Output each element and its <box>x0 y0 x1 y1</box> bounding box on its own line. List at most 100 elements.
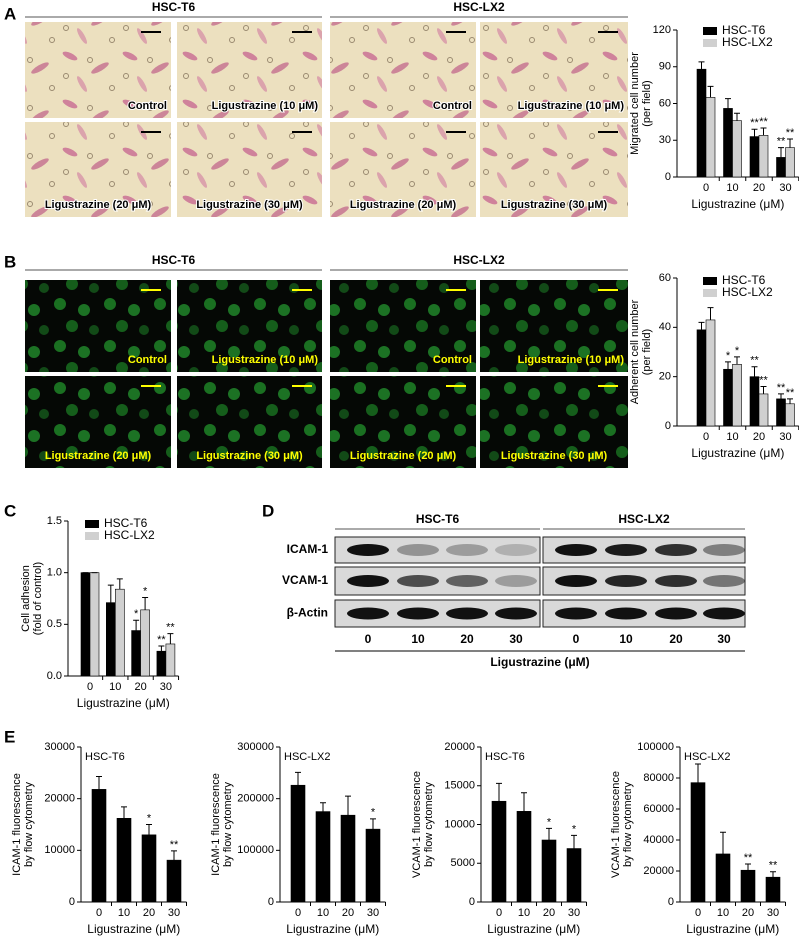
group-header: HSC-T6 <box>416 512 460 526</box>
micrograph <box>480 280 628 372</box>
y-axis-title: (fold of control) <box>32 562 44 635</box>
x-axis-title: Ligustrazine (μM) <box>691 197 784 211</box>
image-label: Ligustrazine (10 μM) <box>212 100 319 112</box>
lane-label: 0 <box>573 632 580 646</box>
legend-swatch <box>703 277 717 285</box>
image-label: Control <box>128 100 167 112</box>
y-axis-title: (per field) <box>641 329 653 375</box>
image-label: Ligustrazine (30 μM) <box>196 199 303 211</box>
error-bar <box>707 307 714 320</box>
error-bar <box>734 356 740 365</box>
legend-label: HSC-T6 <box>722 23 766 37</box>
micrograph <box>330 280 476 372</box>
micrograph <box>330 22 476 118</box>
blot-band <box>397 544 439 556</box>
significance-mark: ** <box>786 387 795 399</box>
significance-mark: ** <box>750 355 759 367</box>
micrograph <box>25 22 171 118</box>
y-tick-label: 100000 <box>637 741 674 753</box>
y-tick-label: 20000 <box>44 793 75 805</box>
significance-mark: ** <box>157 634 166 646</box>
error-bar <box>760 127 767 136</box>
blot-band <box>446 607 488 620</box>
significance-mark: * <box>147 812 152 824</box>
micrograph <box>25 122 171 217</box>
y-tick-label: 1.5 <box>47 515 62 527</box>
x-tick-label: 30 <box>767 907 779 919</box>
image-label: Control <box>433 100 472 112</box>
bar <box>705 97 716 178</box>
lane-label: 20 <box>669 632 683 646</box>
bar <box>705 319 716 427</box>
panel-label: C <box>4 501 16 520</box>
group-header: HSC-T6 <box>152 0 196 14</box>
y-axis-title: Migrated cell number <box>629 52 641 155</box>
error-bar <box>787 398 793 404</box>
significance-mark: ** <box>166 622 175 634</box>
bar <box>776 157 786 178</box>
y-axis-title: by flow cytometry <box>23 782 35 867</box>
blot-band <box>703 607 745 620</box>
lane-label: 20 <box>460 632 474 646</box>
blot-band <box>555 544 597 556</box>
error-bar <box>778 393 784 399</box>
x-tick-label: 10 <box>109 681 121 693</box>
error-bar <box>295 771 301 786</box>
image-label: Ligustrazine (20 μM) <box>350 199 457 211</box>
y-tick-label: 0 <box>268 896 274 908</box>
bar <box>749 136 760 178</box>
bar <box>141 834 157 903</box>
x-tick-label: 0 <box>695 907 701 919</box>
x-tick-label: 20 <box>543 907 555 919</box>
blot-band <box>655 607 697 620</box>
image-label: Ligustrazine (30 μM) <box>501 450 608 462</box>
bar <box>106 602 116 677</box>
group-header: HSC-LX2 <box>453 253 505 267</box>
error-bar <box>546 827 552 840</box>
y-tick-label: 30000 <box>44 741 75 753</box>
lane-label: 30 <box>717 632 731 646</box>
y-tick-label: 60000 <box>643 803 674 815</box>
x-tick-label: 20 <box>134 681 146 693</box>
significance-mark: ** <box>759 374 768 386</box>
x-tick-label: 10 <box>518 907 530 919</box>
error-bar <box>725 98 731 109</box>
y-tick-label: 100000 <box>237 844 274 856</box>
micrograph <box>177 280 322 372</box>
blot-band <box>495 607 537 620</box>
significance-mark: * <box>371 807 376 819</box>
x-tick-label: 10 <box>726 431 738 443</box>
bar <box>776 398 786 427</box>
error-bar <box>760 386 767 394</box>
legend-label: HSC-T6 <box>722 273 766 287</box>
image-label: Ligustrazine (30 μM) <box>196 450 303 462</box>
error-bar <box>734 112 740 121</box>
error-bar <box>707 85 714 98</box>
blot-band <box>446 575 488 587</box>
x-axis-title: Ligustrazine (μM) <box>691 446 784 460</box>
x-tick-label: 10 <box>717 907 729 919</box>
micrograph <box>177 122 322 217</box>
y-axis-title: ICAM-1 fluorescence <box>11 773 23 876</box>
lane-label: 10 <box>619 632 633 646</box>
significance-mark: * <box>143 585 148 597</box>
image-label: Ligustrazine (20 μM) <box>45 450 152 462</box>
error-bar <box>571 834 577 849</box>
bar <box>696 68 707 178</box>
panel-label: D <box>262 501 274 520</box>
image-label: Ligustrazine (10 μM) <box>212 354 319 366</box>
image-label: Ligustrazine (20 μM) <box>350 450 457 462</box>
blot-row-label: ICAM-1 <box>287 542 329 556</box>
y-axis-title: by flow cytometry <box>622 782 634 867</box>
x-axis-title: Ligustrazine (μM) <box>490 655 589 669</box>
panel-label: B <box>4 252 16 271</box>
legend-swatch <box>85 520 99 528</box>
y-axis-title: VCAM-1 fluorescence <box>411 771 423 878</box>
legend-label: HSC-LX2 <box>104 528 155 542</box>
x-tick-label: 20 <box>753 182 765 194</box>
y-tick-label: 200000 <box>237 793 274 805</box>
bar <box>290 784 306 903</box>
blot-band <box>605 607 647 620</box>
y-tick-label: 0 <box>665 420 671 432</box>
blot-band <box>495 575 537 587</box>
